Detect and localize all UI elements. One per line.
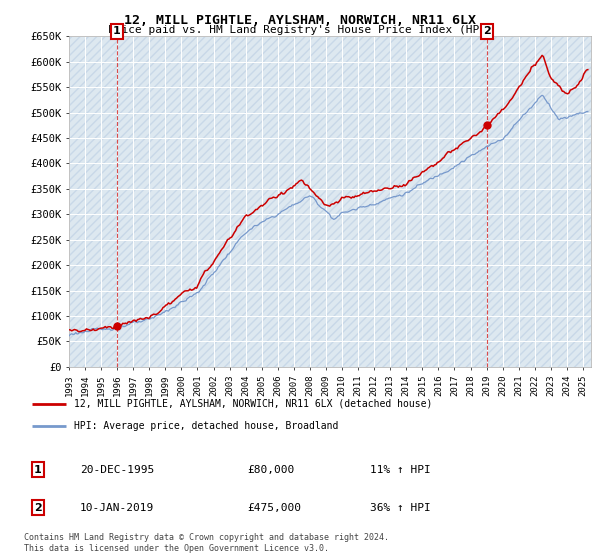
Text: £475,000: £475,000: [247, 503, 301, 512]
Text: 2: 2: [483, 26, 491, 36]
Text: 36% ↑ HPI: 36% ↑ HPI: [370, 503, 431, 512]
Text: Contains HM Land Registry data © Crown copyright and database right 2024.
This d: Contains HM Land Registry data © Crown c…: [24, 533, 389, 553]
Text: Price paid vs. HM Land Registry's House Price Index (HPI): Price paid vs. HM Land Registry's House …: [107, 25, 493, 35]
Text: 10-JAN-2019: 10-JAN-2019: [80, 503, 154, 512]
Text: 20-DEC-1995: 20-DEC-1995: [80, 465, 154, 474]
Text: HPI: Average price, detached house, Broadland: HPI: Average price, detached house, Broa…: [74, 421, 338, 431]
Text: 12, MILL PIGHTLE, AYLSHAM, NORWICH, NR11 6LX: 12, MILL PIGHTLE, AYLSHAM, NORWICH, NR11…: [124, 14, 476, 27]
Text: £80,000: £80,000: [247, 465, 295, 474]
Text: 11% ↑ HPI: 11% ↑ HPI: [370, 465, 431, 474]
Text: 12, MILL PIGHTLE, AYLSHAM, NORWICH, NR11 6LX (detached house): 12, MILL PIGHTLE, AYLSHAM, NORWICH, NR11…: [74, 399, 433, 409]
Text: 1: 1: [34, 465, 42, 474]
Text: 1: 1: [113, 26, 121, 36]
Text: 2: 2: [34, 503, 42, 512]
